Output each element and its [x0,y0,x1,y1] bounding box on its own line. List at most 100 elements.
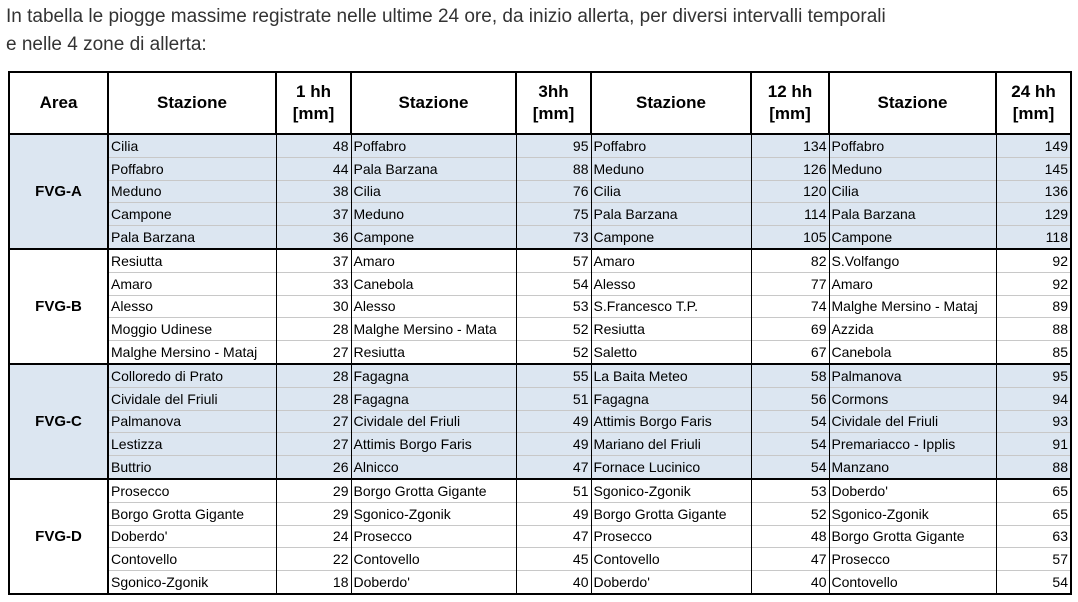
value-cell: 54 [750,432,830,456]
header-text: Area [39,93,78,112]
station-cell: Cilia [107,132,277,158]
station-cell: Premariacco - Ipplis [828,432,997,456]
station-cell: Alesso [350,294,517,318]
station-cell: S.Francesco T.P. [590,294,752,318]
header-text: [mm] [292,104,335,123]
value-cell: 63 [995,524,1072,548]
value-cell: 53 [750,477,830,503]
value-cell: 51 [515,477,592,503]
value-cell: 54 [750,409,830,433]
station-cell: Palmanova [828,362,997,388]
table-row: Palmanova 27 Cividale del Friuli 49 Attimis … [9,409,1072,433]
header-cell: Stazione [828,71,997,135]
station-cell: Pala Barzana [350,156,517,181]
value-cell: 129 [995,202,1072,226]
station-cell: Cividale del Friuli [350,409,517,433]
station-cell: Fagagna [590,386,752,411]
value-cell: 24 [275,524,352,548]
value-cell: 58 [750,362,830,388]
station-cell: Saletto [590,340,752,365]
station-cell: Amaro [828,271,997,296]
table-row: Buttrio 26 Alnicco 47 Fornace Lucinico 54 Manz… [9,455,1072,480]
table-row: FVG-B Resiutta 37 Amaro 57 Amaro 82 S.Volfango 9… [8,247,1072,365]
value-cell: 69 [750,317,830,341]
value-cell: 53 [515,294,592,318]
value-cell: 51 [515,386,592,411]
value-cell: 105 [750,225,830,250]
value-cell: 134 [750,132,830,158]
station-cell: Moggio Udinese [107,317,277,341]
table-row: Poffabro 44 Pala Barzana 88 Meduno 126 Meduno 1… [9,156,1072,181]
station-cell: Prosecco [107,477,277,503]
value-cell: 48 [750,524,830,548]
station-cell: Palmanova [107,409,277,433]
value-cell: 27 [275,409,352,433]
station-cell: Manzano [828,455,997,480]
value-cell: 57 [515,247,592,273]
value-cell: 56 [750,386,830,411]
value-cell: 73 [515,225,592,250]
intro-line: In tabella le piogge massime registrate … [6,6,886,27]
station-cell: Pala Barzana [590,202,752,226]
value-cell: 88 [995,317,1072,341]
value-cell: 52 [750,501,830,526]
value-cell: 18 [275,570,352,595]
value-cell: 28 [275,386,352,411]
table-row: Contovello 22 Contovello 45 Contovello 47 Pros… [9,547,1072,571]
value-cell: 67 [750,340,830,365]
value-cell: 65 [995,501,1072,526]
header-text: 24 hh [1011,82,1056,101]
table-row: Sgonico-Zgonik 18 Doberdo' 40 Doberdo' 40 Cont… [9,570,1072,595]
header-row: Area Stazione 1 hh [mm] Stazione 3hh [mm] Stazi… [8,71,1072,135]
station-cell: Campone [350,225,517,250]
station-cell: Lestizza [107,432,277,456]
header-text: Stazione [636,93,706,112]
station-cell: S.Volfango [828,247,997,273]
value-cell: 136 [995,179,1072,203]
value-cell: 45 [515,547,592,571]
station-cell: Attimis Borgo Faris [590,409,752,433]
value-cell: 49 [515,501,592,526]
station-cell: Campone [828,225,997,250]
value-cell: 47 [515,455,592,480]
value-cell: 36 [275,225,352,250]
station-cell: Cividale del Friuli [828,409,997,433]
header-text: [mm] [532,104,575,123]
value-cell: 85 [995,340,1072,365]
header-cell: Stazione [590,71,752,135]
station-cell: Sgonico-Zgonik [350,501,517,526]
area-cell: FVG-A [8,133,109,250]
value-cell: 75 [515,202,592,226]
value-cell: 76 [515,179,592,203]
intro: In tabella le piogge massime registrate … [6,3,886,59]
header-cell: Stazione [350,71,517,135]
value-cell: 47 [515,524,592,548]
table-row: Campone 37 Meduno 75 Pala Barzana 114 Pala Bar… [9,202,1072,226]
header-text: Stazione [877,93,948,112]
station-cell: Buttrio [107,455,277,480]
value-cell: 74 [750,294,830,318]
value-cell: 27 [275,432,352,456]
station-cell: Amaro [350,247,517,273]
station-cell: Alesso [590,271,752,296]
value-cell: 29 [275,501,352,526]
value-cell: 88 [515,156,592,181]
station-cell: Contovello [828,570,997,595]
value-cell: 52 [515,317,592,341]
value-cell: 33 [275,271,352,296]
table-row: Malghe Mersino - Mataj 27 Resiutta 52 Salett… [9,340,1072,365]
value-cell: 37 [275,247,352,273]
station-cell: Poffabro [828,132,997,158]
station-cell: Meduno [590,156,752,181]
header-cell: 1 hh [mm] [275,71,352,135]
station-cell: Prosecco [828,547,997,571]
table-row: Moggio Udinese 28 Malghe Mersino - Mata 52 R… [9,317,1072,341]
value-cell: 77 [750,271,830,296]
station-cell: Pala Barzana [828,202,997,226]
station-cell: Campone [107,202,277,226]
station-cell: Alesso [107,294,277,318]
table-row: FVG-D Prosecco 29 Borgo Grotta Gigante 51 Sgo… [8,477,1072,595]
table-row: FVG-C Colloredo di Prato 28 Fagagna 55 La Bai… [8,362,1072,480]
table-body: FVG-A Cilia 48 Poffabro 95 Poffabro 134 Poffabr… [8,132,1072,595]
value-cell: 118 [995,225,1072,250]
